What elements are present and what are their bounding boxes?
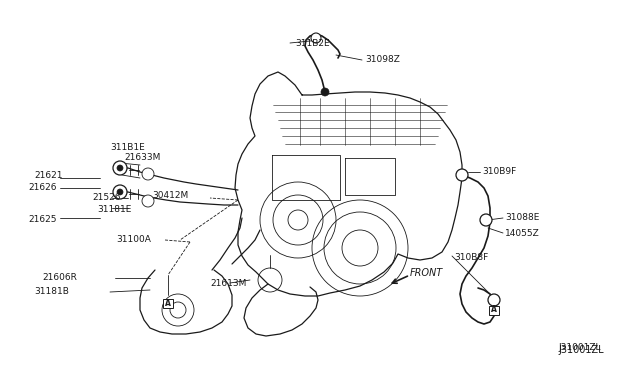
Text: 31100A: 31100A xyxy=(116,235,151,244)
Circle shape xyxy=(142,195,154,207)
Text: 31098Z: 31098Z xyxy=(365,55,400,64)
Circle shape xyxy=(311,33,321,43)
Text: J31001ZL: J31001ZL xyxy=(558,345,604,355)
Text: 21633M: 21633M xyxy=(124,154,161,163)
Text: 21613M: 21613M xyxy=(210,279,246,288)
Circle shape xyxy=(117,165,123,171)
FancyBboxPatch shape xyxy=(489,305,499,314)
Text: 21621: 21621 xyxy=(34,170,63,180)
Circle shape xyxy=(113,185,127,199)
Text: 310B8F: 310B8F xyxy=(454,253,488,263)
Text: J31001ZL: J31001ZL xyxy=(558,343,600,353)
Text: 31181B: 31181B xyxy=(34,288,69,296)
Circle shape xyxy=(488,294,500,306)
Text: 21625: 21625 xyxy=(28,215,56,224)
Text: 30412M: 30412M xyxy=(152,192,188,201)
Circle shape xyxy=(456,169,468,181)
Text: 310B9F: 310B9F xyxy=(482,167,516,176)
Circle shape xyxy=(142,168,154,180)
Text: A: A xyxy=(491,305,497,314)
Text: 21626: 21626 xyxy=(28,183,56,192)
Text: 21526: 21526 xyxy=(92,193,120,202)
Circle shape xyxy=(321,88,329,96)
Text: 21606R: 21606R xyxy=(42,273,77,282)
FancyBboxPatch shape xyxy=(163,298,173,308)
Text: 31181E: 31181E xyxy=(97,205,131,215)
Circle shape xyxy=(117,189,123,195)
Text: 14055Z: 14055Z xyxy=(505,228,540,237)
Text: FRONT: FRONT xyxy=(410,268,444,278)
Circle shape xyxy=(480,214,492,226)
Circle shape xyxy=(113,161,127,175)
Text: 311B1E: 311B1E xyxy=(110,144,145,153)
Text: 31088E: 31088E xyxy=(505,214,540,222)
Text: A: A xyxy=(165,298,171,308)
Text: 311B2E: 311B2E xyxy=(295,38,330,48)
